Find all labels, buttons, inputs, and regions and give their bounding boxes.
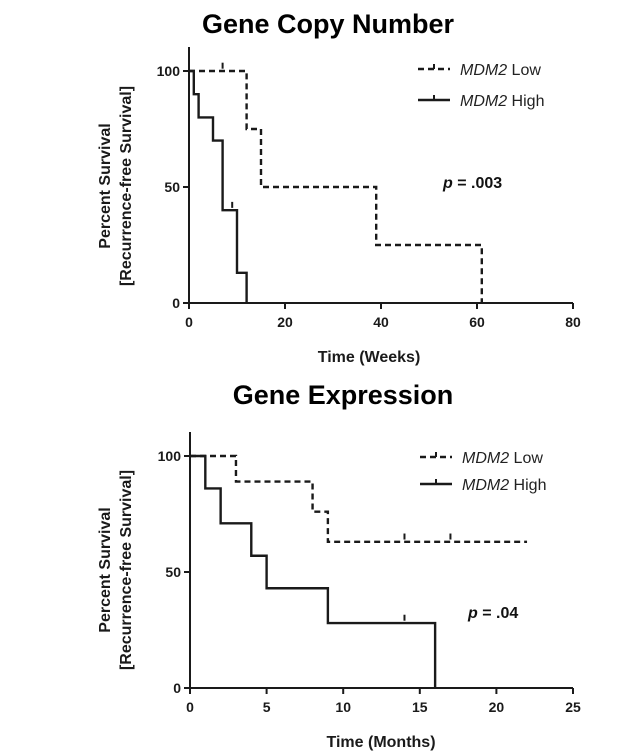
chart2-legend-high-gene: MDM2 xyxy=(462,477,509,494)
chart1-xtick-label: 40 xyxy=(373,314,389,330)
chart1-legend-high-level: High xyxy=(507,93,544,110)
chart1-legend-high-label: MDM2 High xyxy=(460,93,544,110)
chart2-xtick-label: 15 xyxy=(412,699,428,715)
chart2-xtick-label: 25 xyxy=(565,699,581,715)
chart1-legend-low-level: Low xyxy=(507,62,541,79)
chart2-ylabel-line2: [Recurrence-free Survival] xyxy=(118,470,135,670)
chart2-legend: MDM2 Low MDM2 High xyxy=(420,450,546,494)
chart1-xtick-label: 60 xyxy=(469,314,485,330)
chart1-ytick-label: 0 xyxy=(172,295,180,311)
chart2-title: Gene Expression xyxy=(233,380,454,410)
chart1-legend: MDM2 Low MDM2 High xyxy=(418,62,544,110)
chart2-xtick-label: 5 xyxy=(263,699,271,715)
chart1-xtick-label: 0 xyxy=(185,314,193,330)
chart2-xlabel: Time (Months) xyxy=(326,734,435,751)
chart2-series-high-line xyxy=(190,454,437,688)
chart2-legend-low-level: Low xyxy=(509,450,543,467)
chart2-ytick-label: 100 xyxy=(158,448,182,464)
chart2-p-value: p = .04 xyxy=(467,605,518,622)
chart1-series-high-line xyxy=(189,69,248,303)
chart2-ytick-label: 0 xyxy=(173,680,181,696)
chart2-legend-low-label: MDM2 Low xyxy=(462,450,543,467)
chart1-title: Gene Copy Number xyxy=(202,9,455,39)
chart1-ytick-label: 50 xyxy=(164,179,180,195)
chart1-ylabel-line2: [Recurrence-free Survival] xyxy=(118,86,135,286)
chart2-ylabel-line1: Percent Survival xyxy=(97,507,114,632)
chart1-ylabel-line1: Percent Survival xyxy=(97,123,114,248)
chart2-legend-low-gene: MDM2 xyxy=(462,450,509,467)
chart1-ytick-label: 100 xyxy=(157,63,181,79)
chart1-legend-high-gene: MDM2 xyxy=(460,93,507,110)
chart1-xtick-label: 20 xyxy=(277,314,293,330)
chart-copy-number: Gene Copy Number Percent Survival [Recur… xyxy=(97,9,581,366)
chart1-legend-low-label: MDM2 Low xyxy=(460,62,541,79)
chart1-p-value: p = .003 xyxy=(442,175,502,192)
chart2-legend-high-level: High xyxy=(509,477,546,494)
chart-expression: Gene Expression Percent Survival [Recurr… xyxy=(97,380,581,751)
chart1-xtick-label: 80 xyxy=(565,314,581,330)
chart2-ytick-label: 50 xyxy=(165,564,181,580)
chart2-series-low-line xyxy=(190,454,528,544)
chart2-xtick-label: 10 xyxy=(335,699,351,715)
chart1-series-low-line xyxy=(189,69,483,303)
chart2-xtick-label: 0 xyxy=(186,699,194,715)
chart1-legend-low-gene: MDM2 xyxy=(460,62,507,79)
chart2-legend-high-label: MDM2 High xyxy=(462,477,546,494)
chart1-xlabel: Time (Weeks) xyxy=(318,349,421,366)
chart2-xtick-label: 20 xyxy=(489,699,505,715)
